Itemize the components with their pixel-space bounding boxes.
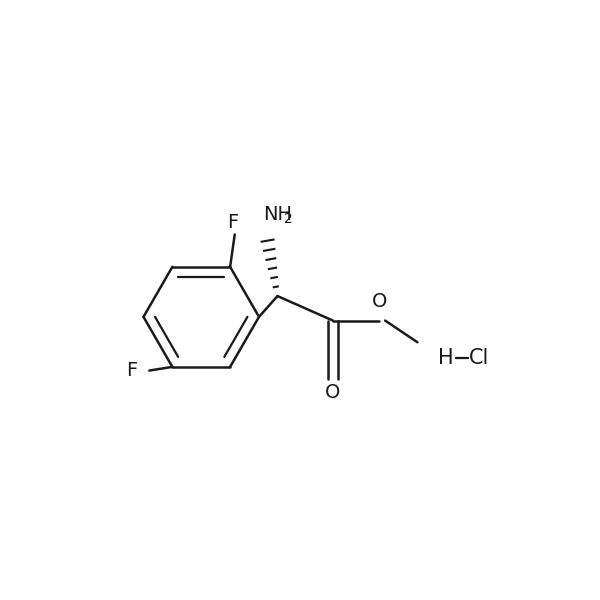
Text: H: H [438,349,454,368]
Text: F: F [227,213,238,232]
Text: O: O [325,383,341,402]
Text: Cl: Cl [469,349,490,368]
Text: NH: NH [263,205,293,224]
Text: F: F [127,361,138,380]
Text: O: O [371,292,387,311]
Text: 2: 2 [284,212,293,226]
